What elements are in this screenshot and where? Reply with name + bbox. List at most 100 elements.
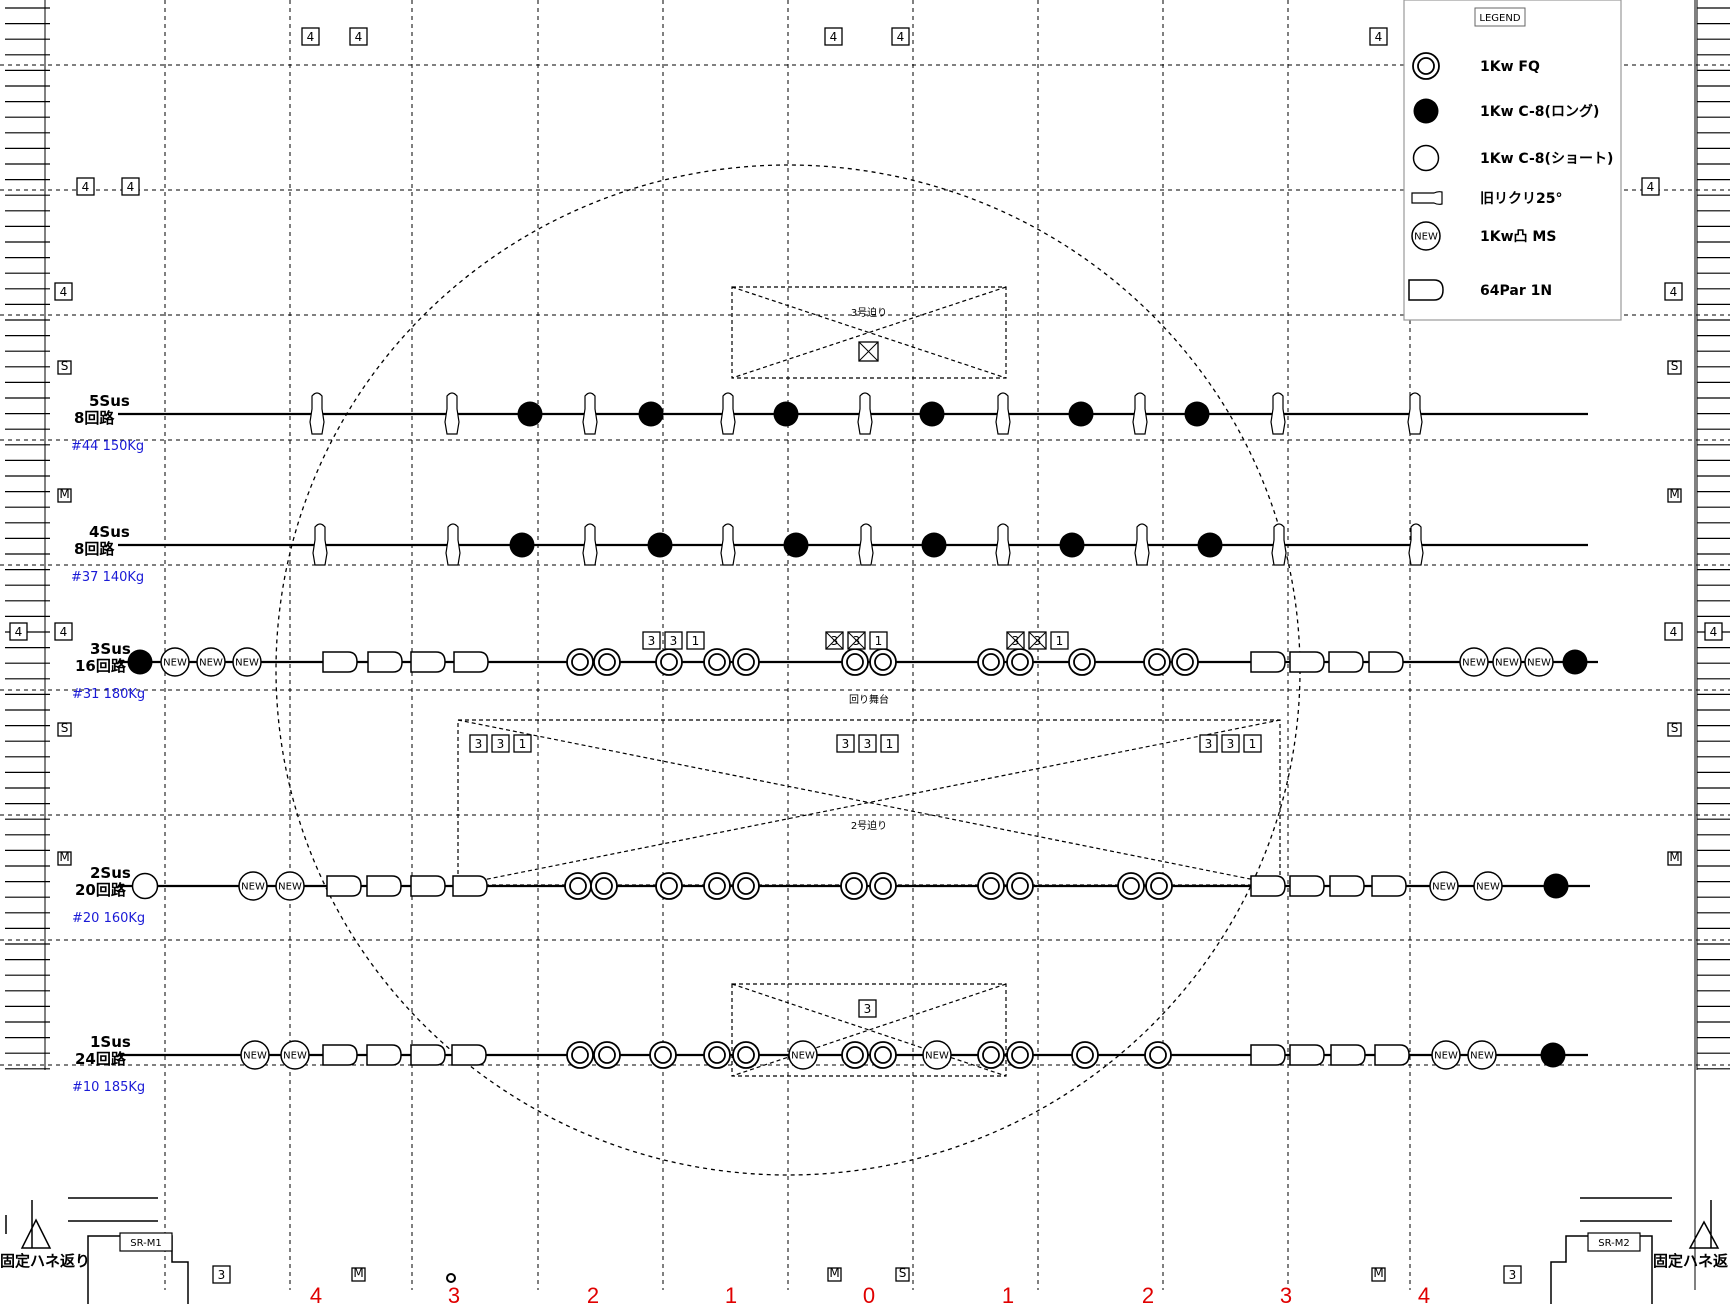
fq-inner: [845, 877, 863, 895]
box-4-text: 4: [60, 625, 68, 639]
fq-inner: [982, 877, 1000, 895]
cross-line: [1006, 631, 1025, 650]
legend-label-c8long: 1Kw C-8(ロング): [1480, 103, 1599, 120]
box-m: M: [1371, 1266, 1386, 1282]
box-3: 3: [858, 999, 877, 1018]
box-m-frame: [1667, 851, 1682, 866]
trap-front-outline-diag2: [731, 983, 1007, 1077]
batten-info: #31 180Kg: [72, 687, 145, 702]
fq-inner: [1011, 877, 1029, 895]
fq-inner: [571, 653, 589, 671]
c8-long-symbol: [1540, 1042, 1566, 1068]
legend-label-c8short: 1Kw C-8(ショート): [1480, 151, 1613, 167]
trap-front-outline: [731, 983, 1007, 1077]
new-symbol: NEW: [240, 1040, 270, 1070]
legend-box: LEGEND 1Kw FQ 1Kw C-8(ロング) 1Kw C-8(ショート) 旧リク…: [1403, 0, 1622, 321]
batten-info: #37 140Kg: [71, 570, 144, 585]
new-text: NEW: [243, 1051, 267, 1062]
fq-symbol: [593, 648, 621, 676]
new-text: NEW: [1432, 882, 1456, 893]
fq-symbol: [977, 648, 1005, 676]
par-symbol: [1330, 1044, 1366, 1066]
trap3-outline: [731, 286, 1007, 379]
c8-short-symbol: [1412, 144, 1440, 172]
par-symbol: [1289, 651, 1325, 673]
par-symbol: [367, 651, 403, 673]
batten-name: 5Sus: [89, 392, 130, 410]
new-text: NEW: [1414, 232, 1438, 243]
c8-long-symbol: [509, 532, 535, 558]
box-4-frame: [891, 27, 910, 46]
fq-symbol: [590, 872, 618, 900]
par-symbol: [1250, 875, 1286, 897]
fq-symbol: [1171, 648, 1199, 676]
box-s: S: [895, 1266, 910, 1282]
trap3-outline-diag1: [731, 286, 1007, 379]
box-4-frame: [9, 622, 28, 641]
box-4-text: 4: [307, 30, 315, 44]
box-4-frame: [121, 177, 140, 196]
batten-name: 3Sus: [90, 640, 131, 658]
batten-name: 1Sus: [90, 1033, 131, 1051]
fq-symbol: [1145, 872, 1173, 900]
box-4-text: 4: [82, 180, 90, 194]
box-3: 3: [642, 631, 661, 650]
small-marker: [446, 1273, 456, 1283]
sr-m2-box: [1587, 1232, 1641, 1252]
batten-name: 2Sus: [90, 864, 131, 882]
box-4: 4: [54, 282, 73, 301]
box-m-text: M: [1669, 850, 1679, 864]
trap2-outline: [457, 719, 1281, 886]
par-symbol: [452, 875, 488, 897]
par-symbol: [1289, 1044, 1325, 1066]
trap-front-outline-rect: [731, 983, 1007, 1077]
box-1-text: 1: [875, 634, 883, 648]
fq-symbol: [1143, 648, 1171, 676]
new-symbol: NEW: [1524, 647, 1554, 677]
box-3-text: 3: [1227, 737, 1235, 751]
box-3: 3: [212, 1265, 231, 1284]
leko-symbol: [582, 523, 598, 566]
box-3-crossed: 3: [825, 631, 844, 650]
new-circle: [240, 1040, 270, 1070]
turntable-label: 回り舞台: [849, 693, 889, 706]
leko-symbol: [1132, 392, 1148, 435]
fq-inner: [737, 1046, 755, 1064]
box-1-text: 1: [1056, 634, 1064, 648]
par-symbol: [1368, 651, 1404, 673]
axis-number: 2: [1142, 1283, 1154, 1304]
box-4-text: 4: [1670, 625, 1678, 639]
box-s-frame: [1667, 360, 1682, 375]
box-3-crossed-text: 3: [1012, 634, 1020, 648]
cross-line: [1028, 631, 1047, 650]
legend-label-leko: 旧リクリ25°: [1480, 191, 1562, 207]
fq-symbol: [732, 648, 760, 676]
new-symbol: NEW: [1429, 871, 1459, 901]
par-symbol: [1374, 1044, 1410, 1066]
fq-symbol: [1006, 872, 1034, 900]
box-m-frame: [57, 851, 72, 866]
new-circle: [196, 647, 226, 677]
new-symbol: NEW: [1467, 1040, 1497, 1070]
new-text: NEW: [163, 658, 187, 669]
fixed-right-shape: [1688, 1200, 1720, 1249]
c8-long-symbol: [1562, 649, 1588, 675]
c8-long-symbol: [773, 401, 799, 427]
box-m-text: M: [1669, 487, 1679, 501]
fq-inner: [874, 1046, 892, 1064]
leko-symbol: [1270, 392, 1286, 435]
batten-circuits: 24回路: [75, 1050, 127, 1068]
box-4-text: 4: [15, 625, 23, 639]
par-symbol: [410, 651, 446, 673]
leko-symbol: [995, 523, 1011, 566]
batten-circuits: 8回路: [74, 409, 115, 427]
box-4-text: 4: [1670, 285, 1678, 299]
new-symbol: NEW: [196, 647, 226, 677]
box-3: 3: [469, 734, 488, 753]
new-text: NEW: [1476, 882, 1500, 893]
box-3-frame: [664, 631, 683, 650]
